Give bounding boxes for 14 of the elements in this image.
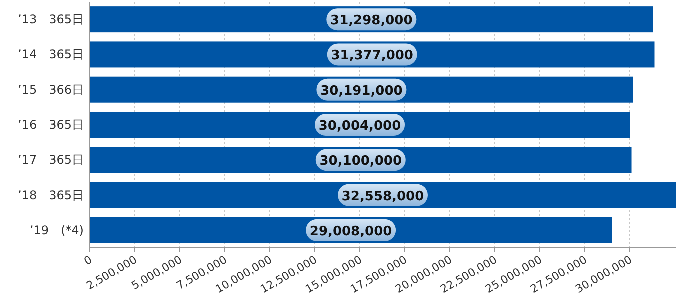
y-tick-label: ’18 365日 xyxy=(18,188,84,202)
data-label: 29,008,000 xyxy=(310,224,392,240)
y-tick-label: ’13 365日 xyxy=(18,12,84,27)
data-label: 31,298,000 xyxy=(330,14,413,29)
data-label: 31,377,000 xyxy=(331,48,414,64)
data-label: 30,191,000 xyxy=(320,84,403,99)
y-tick-label: ’15 366日 xyxy=(18,82,84,97)
data-label: 30,004,000 xyxy=(318,119,402,134)
y-tick-label: ’17 365日 xyxy=(18,153,84,168)
y-tick-label: ’19 (*4) xyxy=(30,223,84,238)
data-label: 30,100,000 xyxy=(320,154,402,170)
data-label: 32,558,000 xyxy=(342,189,424,204)
y-tick-label: ’16 365日 xyxy=(18,118,84,132)
y-tick-label: ’14 365日 xyxy=(18,48,84,62)
